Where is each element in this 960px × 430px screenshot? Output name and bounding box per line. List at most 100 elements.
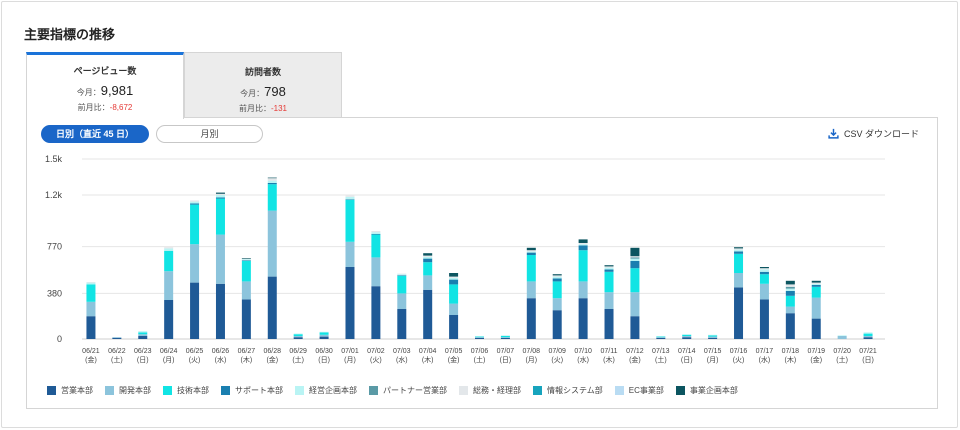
bar-segment [190, 201, 200, 204]
legend-item[interactable]: パートナー営業部 [369, 385, 447, 396]
bar-segment [526, 255, 536, 282]
bar-segment [138, 332, 148, 335]
bar-segment [811, 318, 821, 339]
x-tick-label: 07/15 [704, 348, 722, 355]
legend-item[interactable]: 開発本部 [105, 385, 151, 396]
prev-value: -131 [270, 104, 287, 113]
bar-segment [241, 259, 251, 261]
x-tick-label: (日) [137, 356, 149, 364]
legend-item[interactable]: 技術本部 [163, 385, 209, 396]
bar-segment [863, 333, 873, 336]
bar-segment [578, 244, 588, 246]
bar-segment [811, 297, 821, 319]
bar-segment [215, 195, 225, 198]
csv-download-label: CSV ダウンロード [843, 129, 919, 139]
bar-segment [552, 298, 562, 311]
tab-pageviews[interactable]: ページビュー数 今月：9,981 前月比：-8,672 [26, 52, 184, 119]
bar-segment [86, 301, 96, 317]
legend-label: パートナー営業部 [383, 386, 447, 395]
legend-item[interactable]: 経営企画本部 [295, 385, 357, 396]
x-tick-label: (月) [707, 356, 719, 364]
bar-segment [397, 274, 407, 276]
bar-segment [241, 260, 251, 261]
bar-segment [86, 316, 96, 339]
bar-segment [345, 267, 355, 339]
bar-segment [241, 261, 251, 282]
bar-segment [578, 245, 588, 251]
bar-segment [604, 269, 614, 272]
bar-segment [785, 288, 795, 291]
x-tick-label: 06/22 [108, 348, 126, 355]
bar-segment [164, 247, 174, 249]
bar-segment [397, 273, 407, 275]
bar-segment [423, 256, 433, 259]
y-tick-label: 1.5k [45, 154, 63, 164]
bar-segment [863, 332, 873, 334]
bar-segment [811, 282, 821, 284]
bar-segment [267, 276, 277, 339]
bar-segment [552, 276, 562, 279]
bar-segment [190, 200, 200, 202]
bar-segment [759, 268, 769, 270]
bar-segment [345, 199, 355, 242]
x-tick-label: 06/29 [289, 348, 307, 355]
x-tick-label: (日) [318, 356, 330, 364]
bar-segment [604, 309, 614, 339]
bar-segment [759, 271, 769, 275]
legend-label: 経営企画本部 [309, 386, 357, 395]
bar-segment [86, 282, 96, 283]
bar-segment [526, 250, 536, 252]
legend-item[interactable]: 営業本部 [47, 385, 93, 396]
bar-segment [604, 292, 614, 309]
monthly-toggle-button[interactable]: 月別 [156, 125, 263, 143]
bar-segment [371, 286, 381, 339]
daily-toggle-button[interactable]: 日別（直近 45 日） [41, 125, 149, 143]
x-tick-label: 07/02 [367, 348, 385, 355]
legend-label: 営業本部 [61, 386, 93, 395]
bar-segment [500, 337, 510, 338]
bar-segment [708, 337, 718, 339]
prev-value: -8,672 [109, 103, 133, 112]
bar-segment [526, 252, 536, 255]
y-tick-label: 0 [57, 334, 62, 344]
bar-segment [86, 284, 96, 302]
legend-item[interactable]: サポート本部 [221, 385, 283, 396]
bar-segment [215, 283, 225, 339]
bar-segment [449, 277, 459, 280]
legend-item[interactable]: 総務・経理部 [459, 385, 521, 396]
legend-item[interactable]: 事業企画本部 [675, 385, 738, 396]
legend-item[interactable]: 情報システム部 [533, 385, 603, 396]
bar-segment [215, 198, 225, 235]
bar-segment [164, 300, 174, 339]
bar-segment [241, 299, 251, 339]
bar-segment [449, 303, 459, 315]
bar-segment [190, 244, 200, 283]
bar-segment [112, 337, 122, 338]
bar-segment [267, 177, 277, 179]
tab-visitors-title: 訪問者数 [244, 67, 281, 77]
bar-segment [215, 192, 225, 194]
bar-segment [449, 315, 459, 339]
x-tick-label: (金) [629, 355, 641, 364]
bar-segment [759, 267, 769, 269]
tab-pageviews-prev: 前月比：-8,672 [27, 102, 183, 113]
legend-label: 技術本部 [177, 386, 209, 395]
bar-segment [552, 278, 562, 282]
bar-segment [475, 336, 484, 337]
bar-segment [578, 250, 588, 282]
tab-pageviews-month: 今月：9,981 [27, 83, 183, 98]
bar-segment [475, 337, 484, 338]
csv-download-button[interactable]: CSV ダウンロード [828, 127, 919, 140]
x-tick-label: 07/18 [782, 348, 800, 355]
bar-segment [267, 183, 277, 185]
legend-swatch [675, 386, 685, 395]
tab-visitors[interactable]: 訪問者数 今月：798 前月比：-131 [184, 52, 342, 117]
month-label: 今月： [76, 88, 101, 97]
x-tick-label: (月) [344, 356, 356, 364]
bar-segment [267, 178, 277, 181]
bar-segment [319, 331, 329, 333]
x-tick-label: (水) [396, 355, 408, 364]
bar-segment [319, 336, 329, 339]
legend-item[interactable]: EC事業部 [614, 385, 664, 396]
bar-segment [138, 331, 148, 333]
